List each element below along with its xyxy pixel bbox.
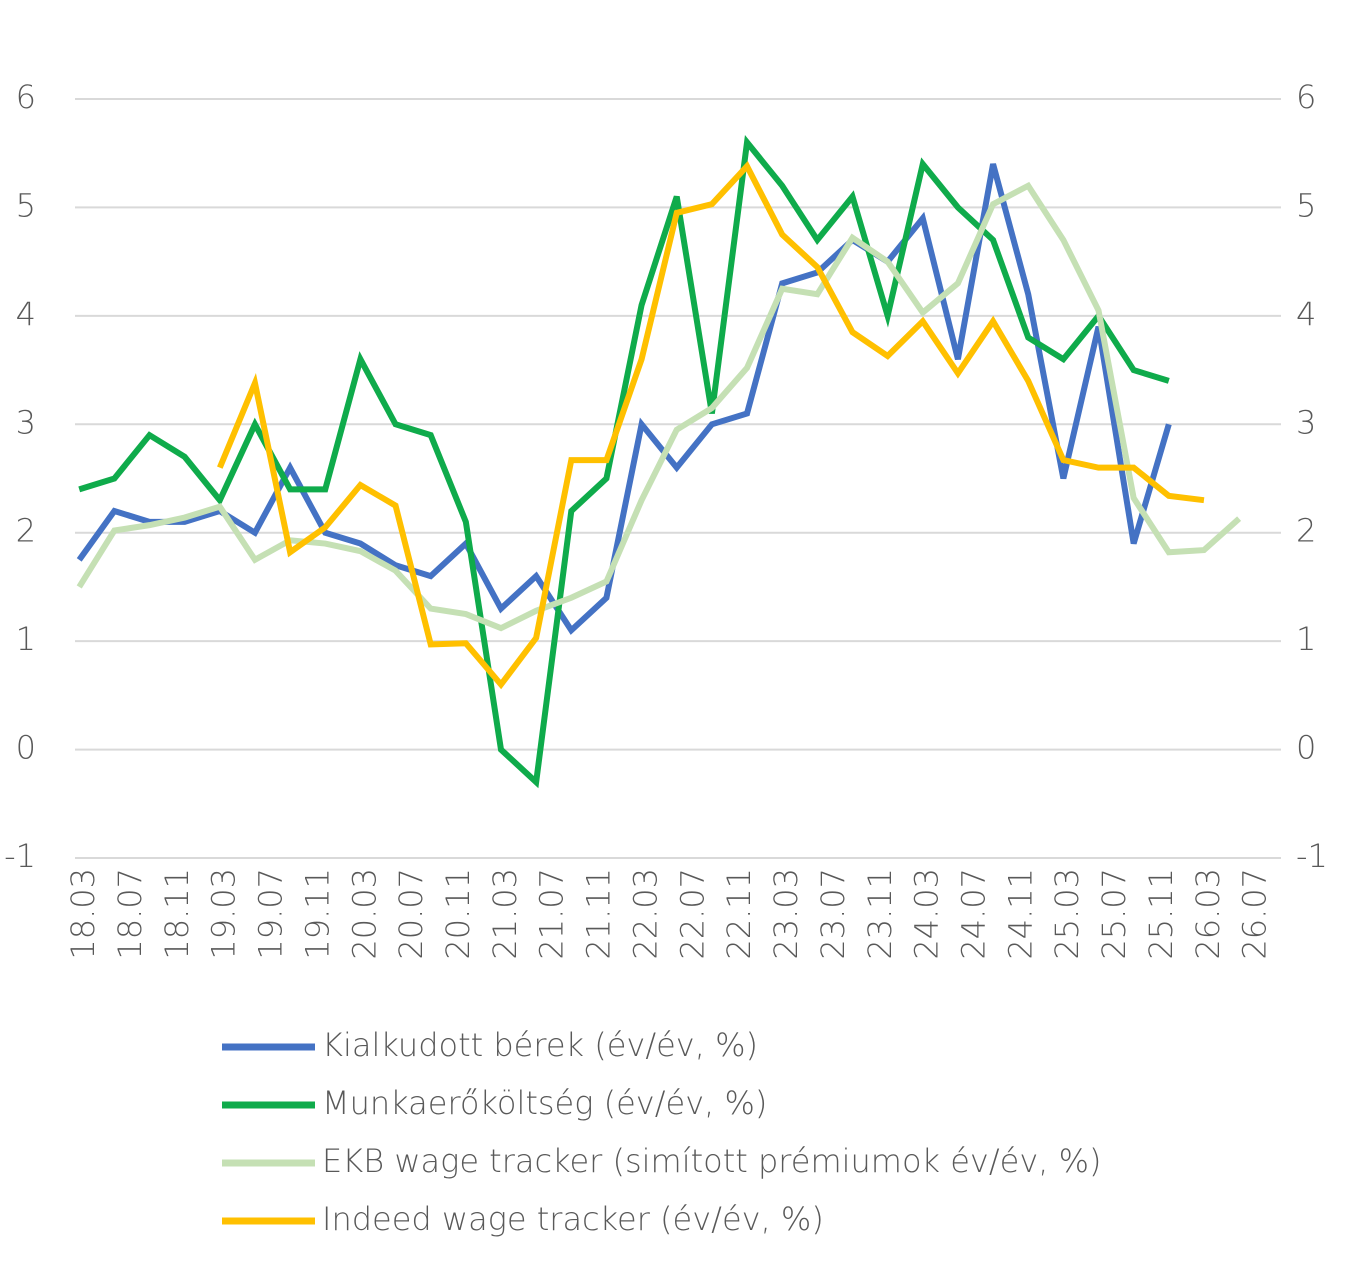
y2-tick-label: 1: [1296, 620, 1316, 658]
legend-label: Indeed wage tracker (év/év, %): [322, 1200, 824, 1238]
x-tick-label: 19.07: [252, 868, 290, 960]
x-tick-label: 21.03: [486, 868, 524, 960]
legend-label: Munkaerőköltség (év/év, %): [322, 1084, 767, 1122]
y-tick-label: 4: [16, 295, 36, 333]
legend-label: Kialkudott bérek (év/év, %): [322, 1026, 758, 1064]
x-tick-label: 19.11: [298, 868, 336, 960]
y2-tick-label: 5: [1296, 186, 1316, 224]
x-tick-label: 23.07: [814, 868, 852, 960]
x-tick-label: 23.03: [767, 868, 805, 960]
y-tick-label: 1: [16, 620, 36, 658]
x-tick-label: 21.11: [580, 868, 618, 960]
x-tick-label: 18.11: [158, 868, 196, 960]
x-tick-label: 25.03: [1048, 868, 1086, 960]
x-tick-label: 20.03: [345, 868, 383, 960]
x-tick-label: 25.07: [1095, 868, 1133, 960]
y-tick-label: 5: [16, 186, 36, 224]
y2-tick-label: 3: [1296, 403, 1316, 441]
x-tick-label: 22.11: [720, 868, 758, 960]
y2-tick-label: 4: [1296, 295, 1316, 333]
series-line: [217, 161, 1205, 690]
x-tick-label: 24.07: [954, 868, 992, 960]
y-tick-label: 3: [16, 403, 36, 441]
y2-tick-label: 2: [1296, 512, 1316, 550]
x-tick-label: 18.07: [111, 868, 149, 960]
x-tick-label: 26.03: [1189, 868, 1227, 960]
x-tick-label: 19.03: [205, 868, 243, 960]
y2-tick-label: 6: [1296, 78, 1316, 116]
series-line: [76, 163, 1172, 635]
y2-tick-label: 0: [1296, 729, 1316, 767]
x-tick-label: 20.07: [392, 868, 430, 960]
y-tick-label: -1: [4, 837, 36, 875]
y-tick-label: 2: [16, 512, 36, 550]
x-tick-label: 22.07: [673, 868, 711, 960]
legend-label: EKB wage tracker (simított prémiumok év/…: [322, 1142, 1102, 1180]
x-tick-label: 24.11: [1001, 868, 1039, 960]
y-tick-label: 0: [16, 729, 36, 767]
x-tick-label: 22.03: [626, 868, 664, 960]
x-tick-label: 21.07: [533, 868, 571, 960]
x-tick-label: 26.07: [1236, 868, 1274, 960]
x-tick-label: 20.11: [439, 868, 477, 960]
x-tick-label: 24.03: [908, 868, 946, 960]
y2-tick-label: -1: [1296, 837, 1328, 875]
x-tick-label: 18.03: [64, 868, 102, 960]
series-line: [76, 181, 1242, 632]
x-tick-label: 23.11: [861, 868, 899, 960]
y-tick-label: 6: [16, 78, 36, 116]
series-line: [78, 135, 1170, 789]
x-tick-label: 25.11: [1142, 868, 1180, 960]
